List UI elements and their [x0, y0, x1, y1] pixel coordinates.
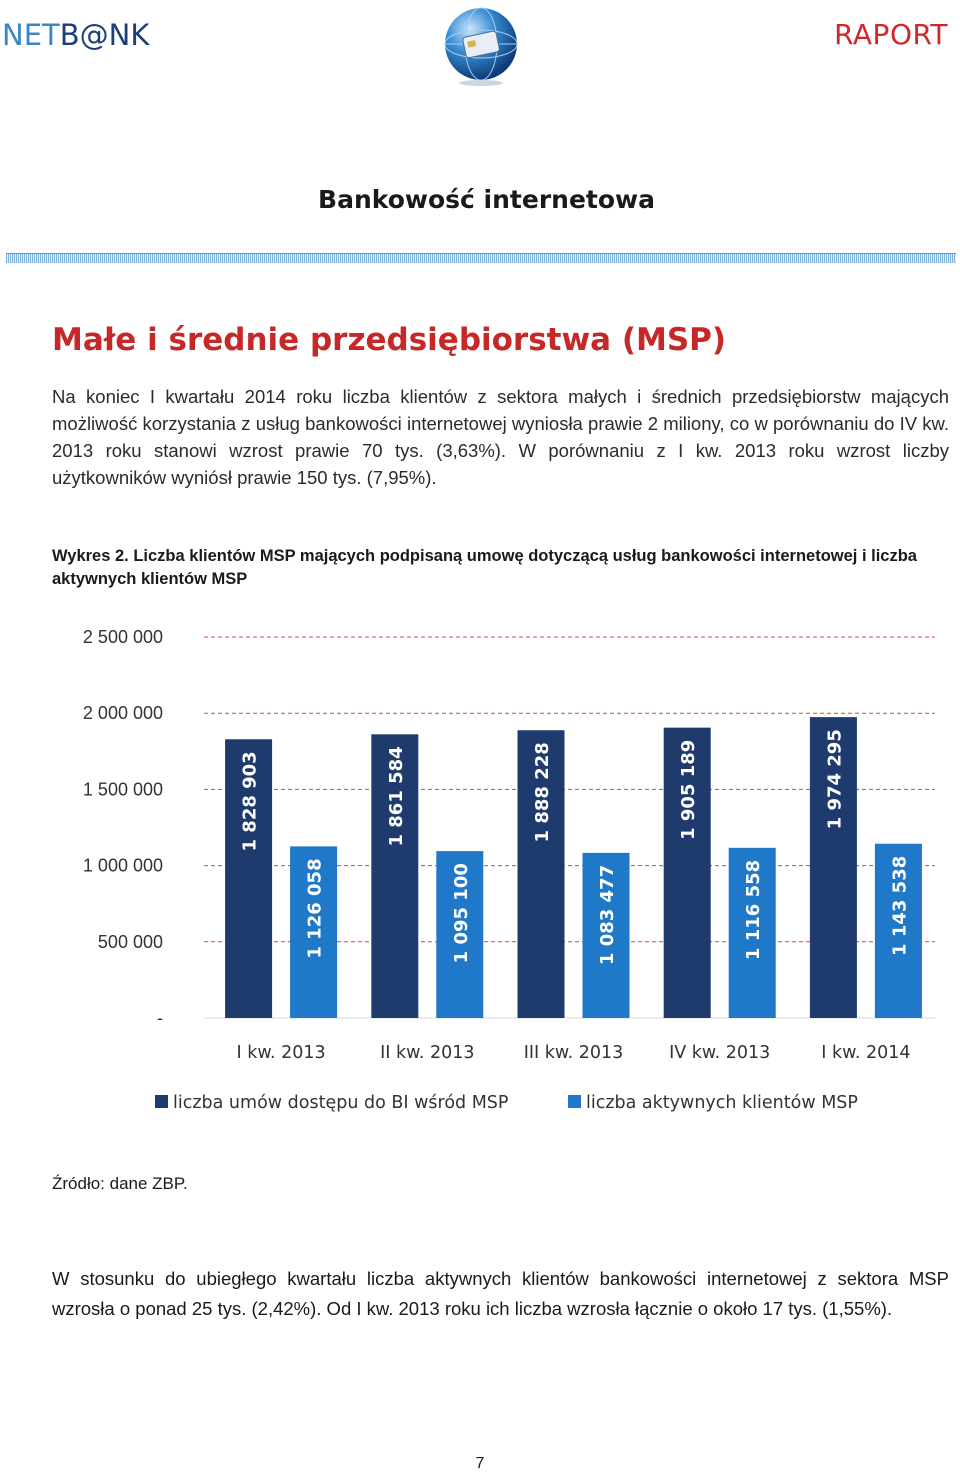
y-tick-label: 2 000 000	[83, 703, 163, 723]
bar-contracts-1	[225, 739, 273, 1018]
legend-label-1: liczba umów dostępu do BI wśród MSP	[173, 1093, 508, 1113]
y-tick-label: 1 500 000	[83, 779, 163, 799]
bar-value-label: 1 861 584	[386, 746, 407, 846]
source-note: Źródło: dane ZBP.	[52, 1174, 188, 1193]
legend-label-2: liczba aktywnych klientów MSP	[586, 1093, 858, 1113]
bar-value-label: 1 116 558	[743, 860, 764, 960]
page-heading: Małe i średnie przedsiębiorstwa (MSP)	[52, 322, 727, 358]
bar-contracts-5	[809, 717, 857, 1018]
bar-active-5	[874, 843, 922, 1018]
bar-value-label: 1 828 903	[240, 751, 261, 851]
bar-value-label: 1 905 189	[678, 740, 699, 840]
y-tick-label: 2 500 000	[83, 627, 163, 647]
msp-clients-bar-chart: - 500 000 1 000 000 1 500 000 2 000 000 2 500…	[83, 627, 935, 1113]
intro-text: Na koniec I kwartału 2014 roku liczba kl…	[52, 386, 949, 488]
x-category-label: II kw. 2013	[380, 1043, 474, 1063]
bar-contracts-3	[517, 730, 565, 1018]
figure-caption: Wykres 2. Liczba klientów MSP mających p…	[52, 547, 917, 588]
bar-value-label: 1 888 228	[532, 742, 553, 842]
y-tick-label: -	[157, 1008, 163, 1028]
bar-value-label: 1 095 100	[451, 863, 472, 963]
header-divider	[6, 253, 956, 263]
logo-net-text: NET	[2, 18, 60, 52]
bar-active-1	[290, 846, 338, 1018]
bar-value-label: 1 083 477	[597, 865, 618, 965]
globe-card-icon	[444, 7, 518, 86]
bar-value-label: 1 143 538	[889, 856, 910, 956]
bar-contracts-4	[663, 727, 711, 1018]
bar-active-2	[436, 851, 484, 1018]
x-category-label: III kw. 2013	[524, 1043, 624, 1063]
intro-paragraph: Na koniec I kwartału 2014 roku liczba kl…	[52, 383, 949, 491]
y-tick-label: 500 000	[98, 932, 163, 952]
report-label: RAPORT	[834, 18, 948, 51]
x-category-label: I kw. 2014	[821, 1043, 910, 1063]
bar-contracts-2	[371, 734, 419, 1018]
legend-swatch-2	[568, 1095, 581, 1108]
logo-bank-text: B@NK	[59, 18, 150, 52]
legend-swatch-1	[155, 1095, 168, 1108]
bar-active-3	[582, 852, 630, 1018]
bar-value-label: 1 974 295	[824, 729, 845, 829]
section-title: Bankowość internetowa	[318, 185, 655, 214]
bar-active-4	[728, 847, 776, 1018]
bar-value-label: 1 126 058	[305, 858, 326, 958]
x-category-label: I kw. 2013	[236, 1043, 325, 1063]
netbank-logo: NETB@NK	[2, 18, 149, 52]
y-tick-label: 1 000 000	[83, 856, 163, 876]
closing-paragraph: W stosunku do ubiegłego kwartału liczba …	[52, 1268, 949, 1319]
page-number: 7	[475, 1455, 485, 1472]
x-category-label: IV kw. 2013	[669, 1043, 770, 1063]
